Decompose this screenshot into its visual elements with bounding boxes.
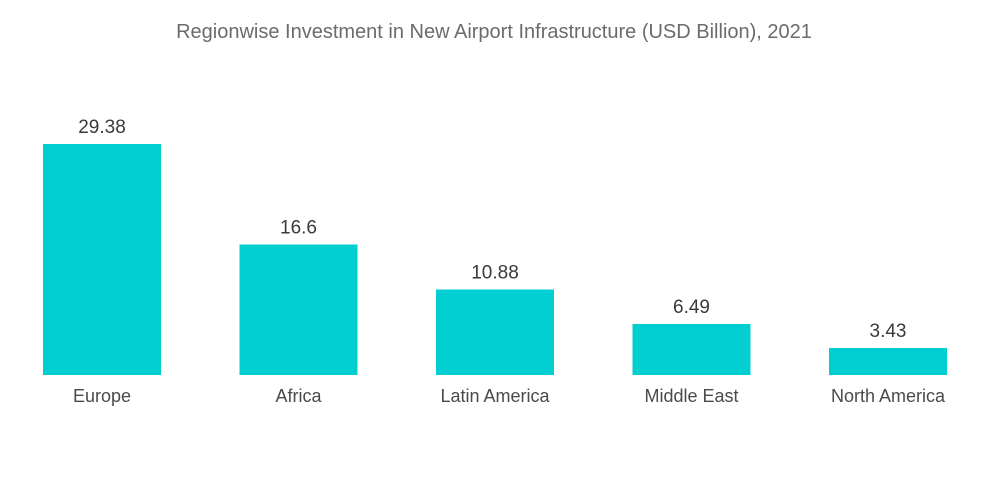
x-tick-labels-group: Europe Africa Latin America Middle East Nort…	[73, 386, 946, 406]
bar-latin-america	[436, 289, 554, 375]
bar-middle-east	[632, 324, 751, 375]
x-tick-label-middle-east: Middle East	[644, 386, 738, 406]
value-labels-group: 29.38 16.6 10.88 6.49 3.43	[78, 117, 906, 342]
x-tick-label-europe: Europe	[73, 386, 131, 406]
value-label-middle-east: 6.49	[673, 297, 710, 318]
x-tick-label-north-america: North America	[831, 386, 946, 406]
x-tick-label-latin-america: Latin America	[440, 386, 550, 406]
value-label-africa: 16.6	[280, 218, 317, 239]
bar-africa	[239, 244, 358, 375]
bar-north-america	[829, 348, 947, 375]
value-label-europe: 29.38	[78, 117, 126, 138]
bar-europe	[43, 144, 161, 375]
value-label-latin-america: 10.88	[471, 263, 519, 284]
bars-group	[43, 144, 947, 375]
chart-title: Regionwise Investment in New Airport Inf…	[176, 21, 812, 43]
value-label-north-america: 3.43	[870, 321, 907, 342]
x-tick-label-africa: Africa	[275, 386, 322, 406]
